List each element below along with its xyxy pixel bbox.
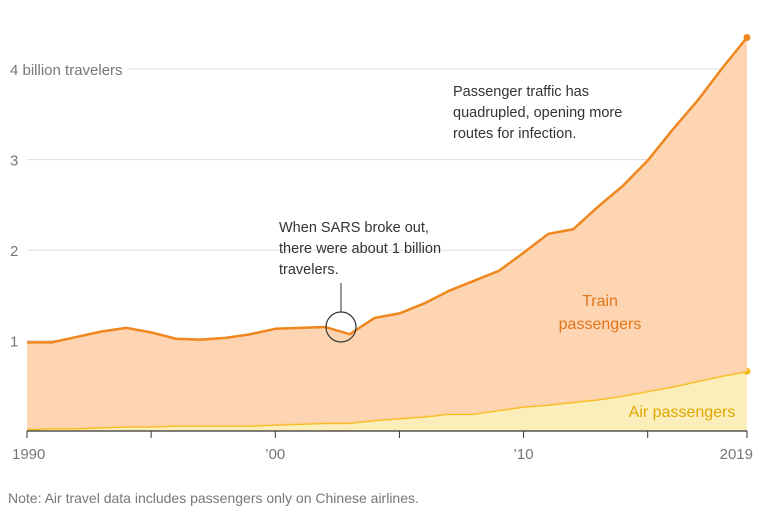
y-tick-label: 4 billion travelers [10,62,123,79]
y-tick-label: 3 [10,153,18,170]
x-tick-label: 2019 [720,446,753,463]
x-tick-label: ’00 [265,446,285,463]
line [27,36,748,344]
area [27,37,747,430]
end-dot [743,34,751,42]
note: Note: Air travel data includes passenger… [8,490,419,506]
annotation: When SARS broke out, there were about 1 … [279,220,442,278]
annotation-circle [325,311,357,343]
areas [26,34,751,431]
x-tick-label: 1990 [12,446,45,463]
x-tick-label: ’10 [514,446,534,463]
series-label: Air passengers [628,404,736,421]
y-tick-label: 1 [10,334,18,351]
series-label: Train passengers [558,293,642,333]
area [27,371,747,431]
axes: 1 2 3 4 billion travelers 1990 ’00 ’10 2019 [10,62,753,463]
annotation: Passenger traffic has quadrupled, openin… [453,84,623,142]
y-tick-label: 2 [10,243,18,260]
